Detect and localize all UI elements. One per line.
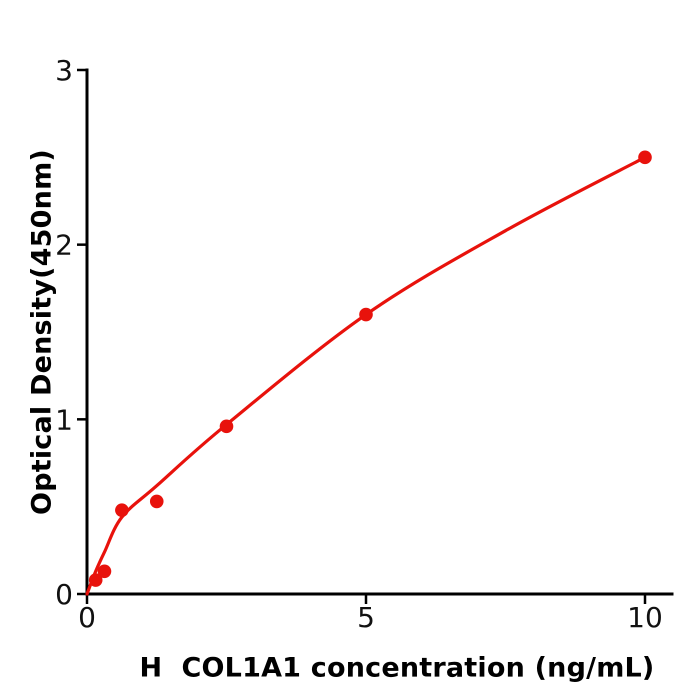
- data-point: [88, 573, 103, 587]
- x-tick-label: 5: [357, 601, 375, 634]
- y-tick-label: 2: [55, 229, 73, 262]
- x-tick-label: 10: [627, 601, 663, 634]
- y-tick-label: 1: [55, 403, 73, 436]
- data-point: [359, 307, 373, 322]
- axis-spines: [85, 68, 674, 596]
- data-point: [219, 419, 234, 434]
- data-point: [115, 503, 129, 517]
- x-tick-label: 0: [78, 601, 96, 634]
- y-axis-label: Optical Density(450nm): [26, 149, 58, 515]
- data-point: [638, 150, 652, 165]
- x-axis-label: H COL1A1 concentration (ng/mL): [139, 652, 655, 684]
- standard-curve-line: [85, 155, 647, 596]
- y-tick-label: 3: [55, 54, 73, 87]
- data-point: [149, 494, 164, 509]
- data-point: [97, 564, 112, 579]
- y-tick-label: 0: [55, 578, 73, 611]
